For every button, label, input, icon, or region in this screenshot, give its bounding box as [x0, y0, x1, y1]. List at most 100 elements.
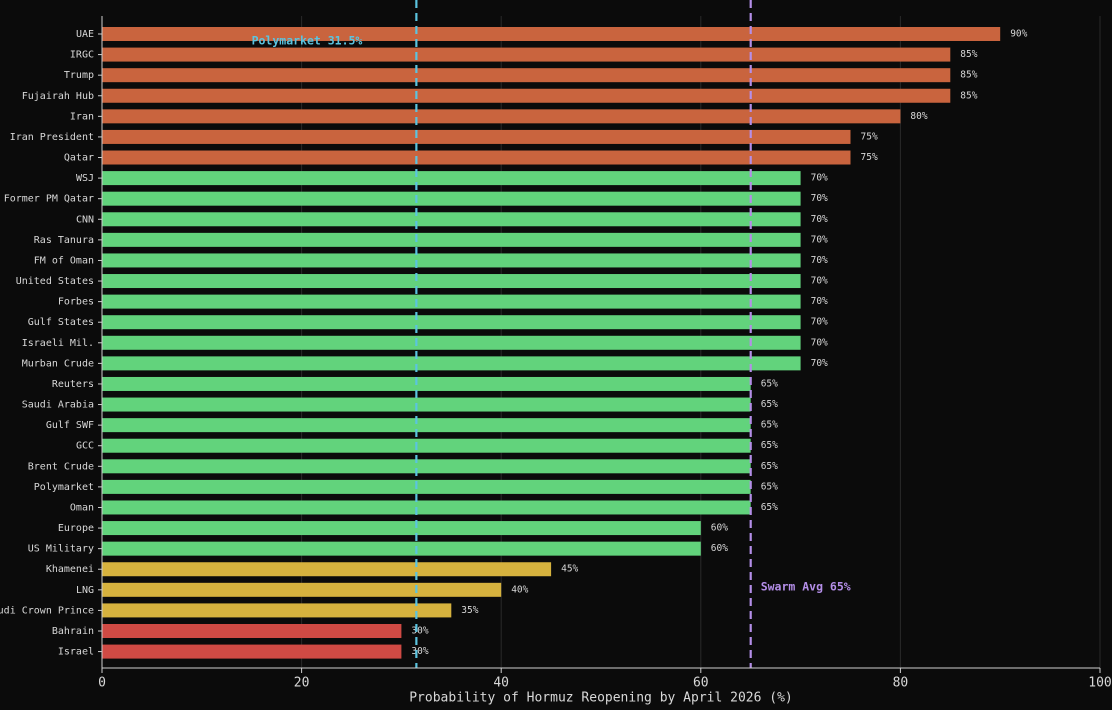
bar: [102, 397, 751, 412]
value-label: 70%: [811, 317, 828, 328]
bar: [102, 150, 851, 165]
value-label: 75%: [861, 131, 878, 142]
y-tick-label: Bahrain: [52, 626, 94, 637]
y-tick-label: FM of Oman: [34, 255, 94, 266]
value-label: 65%: [761, 420, 778, 431]
y-tick-label: IRGC: [70, 50, 94, 61]
bar: [102, 171, 801, 186]
bar: [102, 253, 801, 268]
y-tick-label: Former PM Qatar: [4, 194, 94, 205]
bar: [102, 356, 801, 371]
x-axis-label: Probability of Hormuz Reopening by April…: [409, 691, 793, 706]
bar: [102, 521, 701, 536]
y-tick-label: Saudi Crown Prince: [0, 605, 94, 616]
bar: [102, 315, 801, 330]
y-tick-label: LNG: [76, 585, 94, 596]
value-label: 85%: [960, 90, 977, 101]
y-tick-label: Israeli Mil.: [22, 338, 94, 349]
reference-label: Swarm Avg 65%: [761, 580, 851, 594]
bar: [102, 376, 751, 391]
x-tick-label: 60: [693, 676, 709, 691]
value-label: 80%: [910, 111, 927, 122]
y-tick-label: US Military: [28, 544, 94, 555]
bar: [102, 294, 801, 309]
bar: [102, 191, 801, 206]
y-tick-label: Saudi Arabia: [22, 400, 94, 411]
bar: [102, 109, 901, 124]
y-tick-label: Brent Crude: [28, 461, 94, 472]
bar: [102, 27, 1001, 41]
value-label: 70%: [811, 214, 828, 225]
y-tick-label: Reuters: [52, 379, 94, 390]
bar: [102, 129, 851, 144]
value-label: 70%: [811, 193, 828, 204]
y-tick-label: Gulf SWF: [46, 420, 94, 431]
x-tick-label: 100: [1088, 676, 1111, 691]
y-tick-label: CNN: [76, 214, 94, 225]
y-tick-label: Ras Tanura: [34, 235, 94, 246]
y-tick-label: Iran President: [10, 132, 94, 143]
y-tick-label: GCC: [76, 441, 94, 452]
value-label: 60%: [711, 523, 728, 534]
value-label: 65%: [761, 461, 778, 472]
y-tick-label: Fujairah Hub: [22, 91, 94, 102]
y-tick-label: WSJ: [76, 173, 94, 184]
bar: [102, 47, 951, 62]
value-label: 60%: [711, 543, 728, 554]
value-label: 65%: [761, 440, 778, 451]
y-tick-label: Oman: [70, 502, 94, 513]
value-label: 65%: [761, 378, 778, 389]
value-label: 65%: [761, 502, 778, 513]
value-label: 70%: [811, 296, 828, 307]
value-label: 70%: [811, 337, 828, 348]
y-tick-label: United States: [16, 276, 94, 287]
bar: [102, 562, 552, 577]
value-label: 70%: [811, 255, 828, 266]
bar: [102, 623, 402, 638]
bar: [102, 274, 801, 289]
y-tick-label: Gulf States: [28, 317, 94, 328]
value-label: 65%: [761, 399, 778, 410]
y-tick-label: Polymarket: [34, 482, 94, 493]
bar: [102, 541, 701, 556]
bar: [102, 232, 801, 247]
bar: [102, 459, 751, 474]
bar: [102, 603, 452, 618]
x-tick-label: 0: [98, 676, 106, 691]
y-tick-label: Israel: [58, 647, 94, 658]
bar: [102, 582, 502, 597]
value-label: 70%: [811, 276, 828, 287]
reference-label: Polymarket 31.5%: [252, 34, 363, 48]
value-label: 70%: [811, 234, 828, 245]
y-tick-label: Forbes: [58, 297, 94, 308]
value-label: 70%: [811, 173, 828, 184]
value-label: 30%: [411, 646, 428, 657]
bar: [102, 438, 751, 453]
value-label: 90%: [1010, 29, 1027, 40]
value-label: 45%: [561, 564, 578, 575]
value-label: 85%: [960, 49, 977, 60]
value-label: 30%: [411, 625, 428, 636]
value-label: 75%: [861, 152, 878, 163]
bar: [102, 335, 801, 350]
value-label: 70%: [811, 358, 828, 369]
y-tick-label: Murban Crude: [22, 358, 94, 369]
y-tick-label: Iran: [70, 111, 94, 122]
bar: [102, 88, 951, 103]
value-label: 85%: [960, 70, 977, 81]
bar: [102, 644, 402, 659]
bar: [102, 418, 751, 433]
x-tick-label: 40: [493, 676, 509, 691]
y-tick-label: UAE: [76, 29, 94, 40]
value-label: 40%: [511, 584, 528, 595]
x-tick-label: 80: [893, 676, 909, 691]
y-tick-label: Khamenei: [46, 564, 94, 575]
bar: [102, 479, 751, 494]
value-label: 35%: [461, 605, 478, 616]
bar: [102, 212, 801, 227]
x-tick-label: 20: [294, 676, 310, 691]
y-tick-label: Europe: [58, 523, 94, 534]
y-tick-label: Qatar: [64, 153, 94, 164]
bar: [102, 68, 951, 83]
